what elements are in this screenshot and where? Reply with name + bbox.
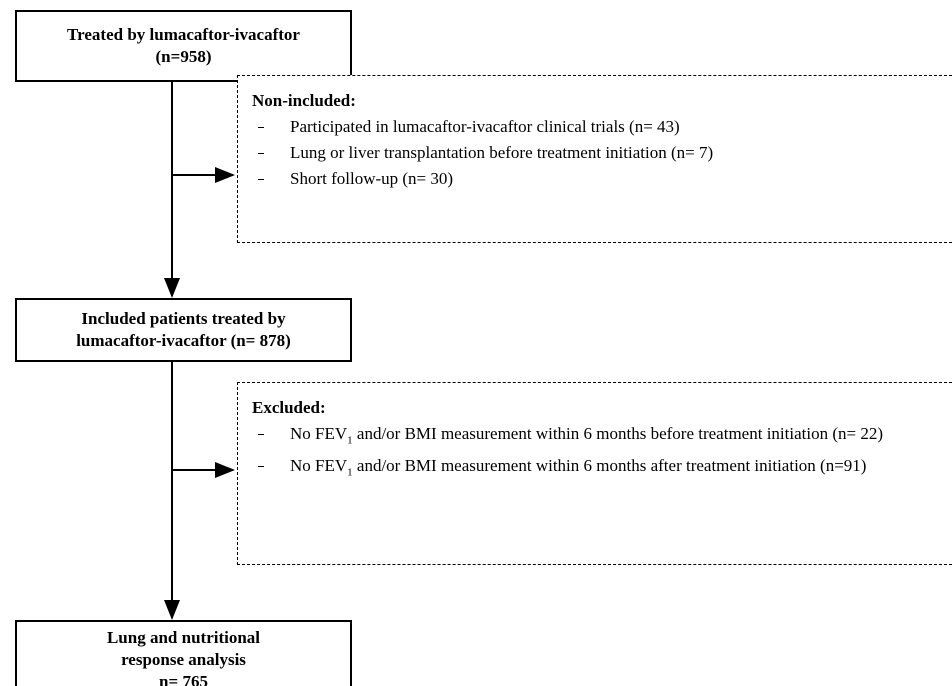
- node-line: n= 765: [159, 672, 208, 686]
- exclusion-box: Non-included: Participated in lumacaftor-…: [237, 75, 952, 243]
- item-text: No FEV: [290, 424, 348, 443]
- item-text: and/or BMI measurement within 6 months b…: [352, 424, 883, 443]
- list-item: Short follow-up (n= 30): [252, 166, 938, 192]
- bullet: [258, 153, 264, 154]
- list-item: Lung or liver transplantation before tre…: [252, 140, 938, 166]
- bullet: [258, 466, 264, 468]
- exclusion-box: Excluded: No FEV1 and/or BMI measurement …: [237, 382, 952, 565]
- node: Lung and nutritional response analysis n= …: [15, 620, 352, 686]
- item-text: Participated in lumacaftor-ivacaftor cli…: [290, 117, 680, 136]
- item-text: No FEV: [290, 456, 348, 476]
- node: Treated by lumacaftor-ivacaftor (n=958): [15, 10, 352, 82]
- list-item: Participated in lumacaftor-ivacaftor cli…: [252, 114, 938, 140]
- heading: Excluded:: [252, 398, 326, 417]
- bullet: [258, 434, 264, 435]
- node-line: Included patients treated by: [81, 309, 286, 328]
- node-line: Lung and nutritional: [106, 628, 261, 647]
- bullet: [258, 179, 264, 180]
- list-item: No FEV1 and/or BMI measurement within 6 …: [252, 453, 938, 485]
- item-text: and/or BMI measurement within 6 months a…: [352, 456, 867, 476]
- subscript: 1: [347, 434, 353, 447]
- item-text: Short follow-up (n= 30): [290, 169, 454, 188]
- node: Included patients treated by lumacaftor-i…: [15, 298, 352, 362]
- heading: Non-included:: [252, 91, 356, 110]
- subscript: 1: [347, 466, 353, 479]
- node-line: (n=958): [155, 47, 212, 66]
- list-item: No FEV1 and/or BMI measurement within 6 …: [252, 421, 938, 453]
- node-line: lumacaftor-ivacaftor (n= 878): [76, 331, 291, 350]
- item-text: Lung or liver transplantation before tre…: [290, 143, 714, 162]
- bullet: [258, 127, 264, 128]
- node-line: Treated by lumacaftor-ivacaftor: [67, 25, 300, 44]
- node-line: response analysis: [121, 650, 246, 669]
